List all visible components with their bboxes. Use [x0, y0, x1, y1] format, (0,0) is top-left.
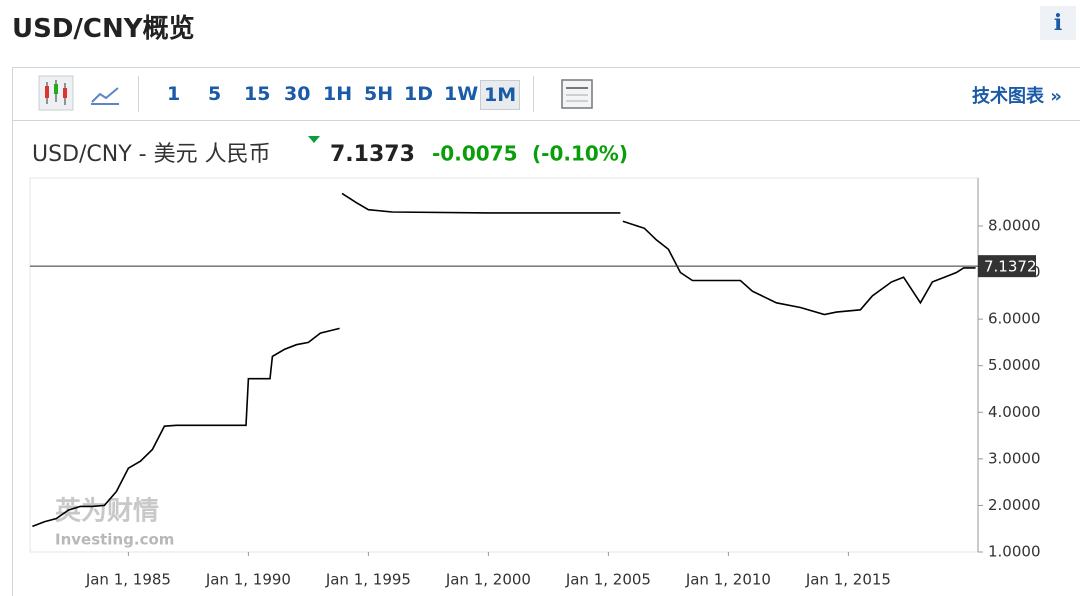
separator: [533, 76, 534, 112]
quote-name: USD/CNY - 美元 人民币: [32, 142, 271, 167]
y-tick-label: 6.0000: [988, 310, 1041, 328]
x-tick-label: Jan 1, 2010: [685, 571, 771, 589]
x-tick-label: Jan 1, 1990: [205, 571, 291, 589]
down-arrow: [308, 136, 320, 143]
quote-change-percent: (-0.10%): [532, 142, 628, 166]
table-icon[interactable]: [561, 79, 593, 109]
info-button[interactable]: i: [1040, 6, 1076, 40]
last-value-label: 7.1372: [984, 258, 1037, 276]
watermark: 英为财情: [55, 497, 159, 527]
interval-button[interactable]: 15: [244, 83, 271, 105]
interval-button[interactable]: 1W: [444, 83, 479, 105]
interval-button[interactable]: 1H: [323, 83, 353, 105]
quote-change: -0.0075: [432, 142, 517, 166]
x-tick-label: Jan 1, 2015: [805, 571, 891, 589]
candle-icon[interactable]: [38, 75, 74, 111]
interval-button[interactable]: 1D: [404, 83, 433, 105]
y-tick-label: 3.0000: [988, 449, 1041, 467]
interval-button[interactable]: 5H: [364, 83, 394, 105]
y-tick-label: 8.0000: [988, 216, 1041, 234]
x-tick-label: Jan 1, 1985: [85, 571, 171, 589]
price-line: [32, 192, 976, 528]
last-value-box: [978, 255, 1036, 278]
x-tick-label: Jan 1, 2000: [445, 571, 531, 589]
watermark: Investing.com: [55, 531, 174, 549]
page-title: USD/CNY概览: [12, 14, 195, 44]
y-tick-label: 4.0000: [988, 403, 1041, 421]
toolbar: [13, 68, 1080, 121]
y-tick-label: 5.0000: [988, 356, 1041, 374]
separator: [138, 76, 139, 112]
interval-button[interactable]: 1: [167, 83, 181, 105]
x-tick-label: Jan 1, 1995: [325, 571, 411, 589]
line-icon[interactable]: [91, 87, 119, 105]
tech-chart-link[interactable]: 技术图表 »: [972, 86, 1062, 107]
interval-button[interactable]: 5: [208, 83, 222, 105]
y-tick-label: 2.0000: [988, 496, 1041, 514]
plot-frame: [29, 177, 979, 553]
quote-price: 7.1373: [330, 142, 415, 167]
interval-button[interactable]: 30: [284, 83, 311, 105]
interval-button[interactable]: 1M: [480, 80, 521, 110]
x-tick-label: Jan 1, 2005: [565, 571, 651, 589]
y-tick-label: 1.0000: [988, 543, 1041, 561]
chart-box: [12, 67, 1080, 596]
